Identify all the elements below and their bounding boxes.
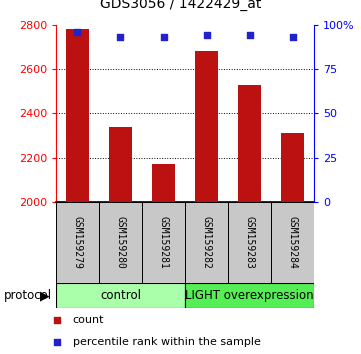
Text: GSM159279: GSM159279 <box>73 216 82 269</box>
Bar <box>281 133 304 202</box>
Bar <box>238 85 261 202</box>
Point <box>161 34 166 40</box>
Text: control: control <box>100 289 141 302</box>
Bar <box>185 202 228 283</box>
Bar <box>152 164 175 202</box>
Text: count: count <box>73 315 104 325</box>
Point <box>251 50 257 55</box>
Point <box>251 253 257 259</box>
Bar <box>228 202 271 283</box>
Bar <box>56 202 99 283</box>
Text: GDS3056 / 1422429_at: GDS3056 / 1422429_at <box>100 0 261 11</box>
Text: percentile rank within the sample: percentile rank within the sample <box>73 337 261 347</box>
Bar <box>271 202 314 283</box>
Text: LIGHT overexpression: LIGHT overexpression <box>185 289 314 302</box>
Text: ▶: ▶ <box>40 289 50 302</box>
Point <box>290 34 295 40</box>
Point <box>204 33 209 38</box>
Point <box>118 34 123 40</box>
Bar <box>185 283 314 308</box>
Text: GSM159281: GSM159281 <box>158 216 169 269</box>
Bar <box>109 126 132 202</box>
Bar <box>66 29 89 202</box>
Text: GSM159284: GSM159284 <box>288 216 297 269</box>
Bar <box>195 51 218 202</box>
Text: GSM159280: GSM159280 <box>116 216 126 269</box>
Text: GSM159283: GSM159283 <box>244 216 255 269</box>
Text: GSM159282: GSM159282 <box>201 216 212 269</box>
Text: protocol: protocol <box>4 289 52 302</box>
Point <box>247 33 252 38</box>
Bar <box>56 283 185 308</box>
Bar <box>99 202 142 283</box>
Point <box>75 29 81 35</box>
Bar <box>142 202 185 283</box>
